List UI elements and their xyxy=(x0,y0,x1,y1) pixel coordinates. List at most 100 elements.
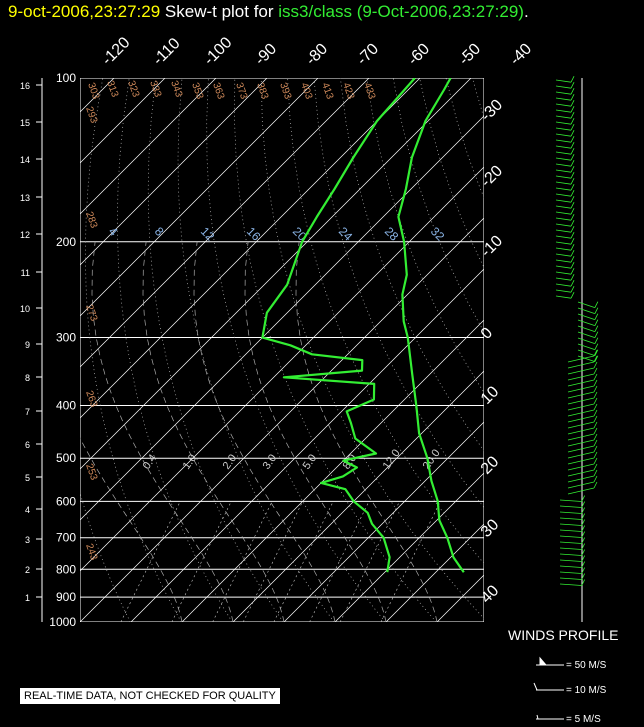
wind-barb xyxy=(593,439,598,447)
winds-profile-title: WINDS PROFILE xyxy=(508,627,619,643)
wind-barb xyxy=(594,325,599,332)
wind-barb xyxy=(570,172,575,179)
wind-barb xyxy=(581,573,586,580)
title-mid: Skew-t plot for xyxy=(160,2,279,21)
wind-barb xyxy=(555,265,572,269)
wind-barb xyxy=(593,481,598,489)
wind-barb xyxy=(555,223,572,227)
dry-adiabat xyxy=(206,78,386,622)
theta-label: 293 xyxy=(83,105,99,125)
wind-barb xyxy=(594,355,599,362)
wind-barb xyxy=(570,94,575,101)
wind-barb xyxy=(594,307,599,314)
wind-barb xyxy=(570,190,575,197)
pressure-label: 700 xyxy=(56,531,76,545)
wind-barb xyxy=(555,289,572,293)
wind-barb xyxy=(593,427,598,435)
wind-barb xyxy=(570,118,575,125)
wind-barb xyxy=(555,217,572,221)
wind-barb xyxy=(570,268,575,275)
wind-barb xyxy=(593,349,598,357)
dry-adiabat xyxy=(604,78,644,622)
wind-barb xyxy=(555,199,572,203)
wind-barb xyxy=(567,487,595,495)
wind-barb xyxy=(567,475,595,483)
wind-barb xyxy=(581,537,586,544)
height-label: 10 xyxy=(20,304,30,314)
wind-barb xyxy=(555,193,572,197)
wind-barb xyxy=(577,325,595,333)
wind-barb xyxy=(555,115,572,119)
wind-barb xyxy=(570,214,575,221)
wind-barb xyxy=(555,181,572,185)
wind-barb xyxy=(570,136,575,143)
temperature-profile xyxy=(397,78,465,573)
wind-barb xyxy=(555,229,572,233)
wind-barb xyxy=(570,232,575,239)
wind-barb xyxy=(570,256,575,263)
wind-barb xyxy=(570,262,575,269)
chart-title: 9-oct-2006,23:27:29 Skew-t plot for iss3… xyxy=(8,2,529,22)
height-label: 7 xyxy=(25,407,30,417)
wind-barb xyxy=(555,253,572,257)
wind-barb xyxy=(567,385,595,393)
wind-barb xyxy=(570,160,575,167)
dry-adiabat xyxy=(177,78,335,622)
temp-label-right: 20 xyxy=(478,453,503,478)
wind-barb xyxy=(570,154,575,161)
temp-label-right: 40 xyxy=(478,582,503,607)
wind-barb xyxy=(570,208,575,215)
wind-barb xyxy=(577,355,595,363)
wind-barb xyxy=(594,349,599,356)
wind-barb xyxy=(555,79,572,83)
wind-barb xyxy=(570,238,575,245)
wind-barb xyxy=(593,457,598,465)
wind-barb xyxy=(570,142,575,149)
isotherm-line xyxy=(385,523,484,622)
dry-adiabat xyxy=(445,78,484,199)
theta-label: 303 xyxy=(85,81,101,101)
wind-barb xyxy=(570,124,575,131)
wind-barb xyxy=(559,559,582,562)
temp-label-right: 10 xyxy=(478,383,503,408)
dry-adiabat xyxy=(260,78,484,620)
wind-barb xyxy=(559,565,582,568)
wind-barb xyxy=(570,250,575,257)
wind-barb xyxy=(593,361,598,369)
dry-adiabat xyxy=(313,78,484,509)
theta-label: 383 xyxy=(254,81,270,101)
profile-layer xyxy=(261,78,465,573)
wind-barb xyxy=(581,501,586,508)
wind-barb xyxy=(559,577,582,580)
wind-barb xyxy=(567,439,595,447)
wind-barb xyxy=(594,301,599,308)
wind-barb xyxy=(570,286,575,293)
wind-barb xyxy=(577,301,595,309)
wind-barb xyxy=(577,349,595,357)
height-label: 4 xyxy=(25,505,30,515)
grid-layer xyxy=(80,78,644,622)
wind-barb xyxy=(570,292,575,299)
wind-barb xyxy=(594,313,599,320)
wind-barb xyxy=(559,583,582,586)
mixing-label-lower: 12.0 xyxy=(381,447,403,471)
dry-adiabat xyxy=(525,78,644,622)
temp-label-top: -70 xyxy=(354,40,382,68)
moist-adiabat xyxy=(244,241,387,622)
wind-barb xyxy=(577,331,595,339)
temp-label-top: -110 xyxy=(150,35,184,69)
height-label: 9 xyxy=(25,340,30,350)
wind-barb xyxy=(567,421,595,429)
wind-barb xyxy=(555,85,572,89)
wind-barb xyxy=(593,391,598,399)
wind-barb xyxy=(567,355,595,363)
wind-barb xyxy=(581,543,586,550)
title-dot: . xyxy=(523,2,529,21)
mixing-label-upper: 24 xyxy=(336,224,356,244)
isotherm-line xyxy=(80,78,472,470)
wind-barb xyxy=(567,397,595,405)
theta-label: 433 xyxy=(361,81,377,101)
quality-note: REAL-TIME DATA, NOT CHECKED FOR QUALITY xyxy=(20,688,280,704)
wind-barb xyxy=(577,307,595,315)
dewpoint-profile xyxy=(261,78,416,573)
